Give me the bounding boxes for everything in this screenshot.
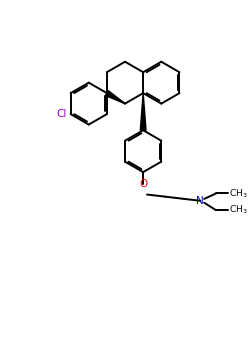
Polygon shape (106, 91, 125, 104)
Text: N: N (196, 196, 204, 206)
Text: O: O (139, 178, 147, 189)
Text: CH$_3$: CH$_3$ (228, 187, 247, 200)
Text: Cl: Cl (56, 109, 67, 119)
Text: CH$_3$: CH$_3$ (228, 204, 247, 217)
Polygon shape (140, 93, 146, 130)
